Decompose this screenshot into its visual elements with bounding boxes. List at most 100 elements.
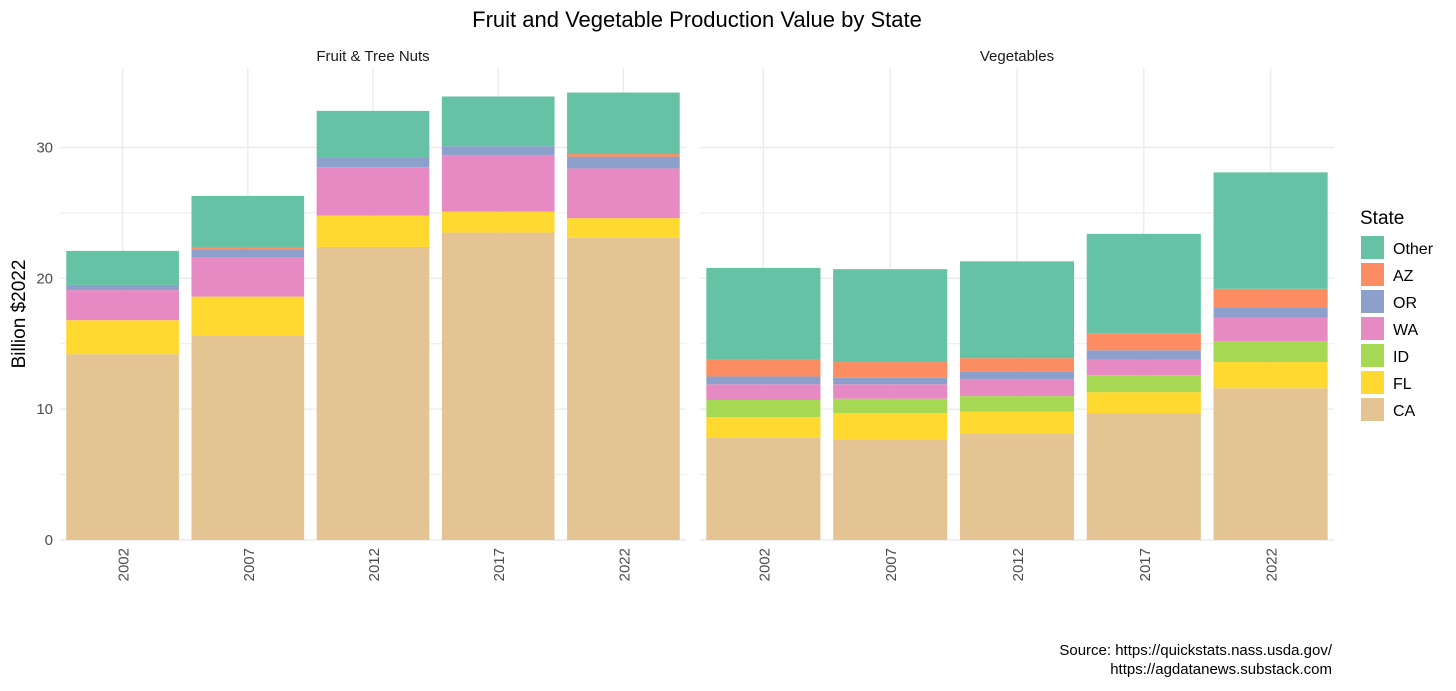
bar-vegetables-2022 <box>1213 172 1328 540</box>
bar-segment-other-2007 <box>191 195 305 247</box>
y-axis-label: Billion $2022 <box>9 260 30 369</box>
bar-segment-id-2012 <box>959 396 1075 412</box>
bar-vegetables-2017 <box>1086 233 1201 540</box>
x-tick-label: 2022 <box>1264 548 1281 581</box>
panel-title-fruit-tree-nuts: Fruit & Tree Nuts <box>316 48 429 65</box>
panel-vegetables: Vegetables 2002 2007 2012 2017 2022 <box>700 48 1334 581</box>
legend-item-other: Other <box>1361 236 1434 259</box>
bar-segment-or-2012 <box>316 157 430 168</box>
bar-segment-ca-2002 <box>706 437 821 540</box>
bar-segment-other-2002 <box>706 267 821 360</box>
bar-segment-or-2017 <box>441 146 555 156</box>
bar-segment-ca-2012 <box>959 434 1075 540</box>
legend-item-wa: WA <box>1361 317 1419 340</box>
bar-segment-ca-2017 <box>441 232 555 540</box>
bar-segment-other-2017 <box>1086 233 1201 334</box>
bar-segment-fl-2017 <box>1086 392 1201 414</box>
bar-segment-ca-2012 <box>316 246 430 540</box>
bar-segment-wa-2002 <box>66 290 179 321</box>
x-tick-label: 2012 <box>366 548 383 581</box>
bar-segment-other-2017 <box>441 96 555 147</box>
legend-item-ca: CA <box>1361 398 1416 421</box>
caption-url: https://agdatanews.substack.com <box>1110 661 1332 678</box>
legend-label-az: AZ <box>1393 268 1414 285</box>
bar-fruit-tree-nuts-2002 <box>66 250 179 540</box>
x-tick-label: 2002 <box>116 548 133 581</box>
bar-segment-ca-2017 <box>1086 413 1201 540</box>
bar-segment-fl-2007 <box>833 413 948 440</box>
panel-title-vegetables: Vegetables <box>980 48 1054 65</box>
caption-source: Source: https://quickstats.nass.usda.gov… <box>1059 642 1332 659</box>
bar-segment-az-2007 <box>191 246 305 250</box>
bar-segment-az-2007 <box>833 362 948 378</box>
legend-title: State <box>1360 208 1404 229</box>
bar-segment-ca-2022 <box>567 237 680 540</box>
legend-label-id: ID <box>1393 349 1409 366</box>
bar-segment-fl-2012 <box>316 215 430 247</box>
bar-segment-fl-2017 <box>441 211 555 233</box>
bar-segment-id-2017 <box>1086 375 1201 393</box>
bar-segment-other-2002 <box>66 250 179 285</box>
bar-fruit-tree-nuts-2012 <box>316 110 430 540</box>
legend-label-other: Other <box>1393 241 1434 258</box>
bar-segment-wa-2017 <box>441 155 555 212</box>
bar-segment-wa-2012 <box>316 167 430 216</box>
y-tick-label: 30 <box>36 140 53 157</box>
x-tick-label: 2007 <box>883 548 900 581</box>
facet-panels: Fruit & Tree Nuts 2002 2007 2012 2017 2022 0 10… <box>36 48 1334 581</box>
legend-label-fl: FL <box>1393 376 1412 393</box>
bar-segment-ca-2007 <box>833 439 948 540</box>
legend-item-az: AZ <box>1361 263 1414 286</box>
bar-segment-wa-2012 <box>959 379 1075 397</box>
bar-segment-ca-2002 <box>66 354 179 540</box>
legend-item-id: ID <box>1361 344 1409 367</box>
bar-segment-or-2007 <box>833 377 948 385</box>
x-tick-label: 2022 <box>616 548 633 581</box>
bar-segment-other-2012 <box>959 261 1075 359</box>
bar-segment-az-2022 <box>1213 288 1328 308</box>
bar-segment-other-2012 <box>316 110 430 158</box>
bar-segment-other-2022 <box>1213 172 1328 289</box>
legend-swatch-id <box>1361 344 1384 367</box>
bar-segment-ca-2007 <box>191 335 305 540</box>
bar-segment-az-2017 <box>1086 333 1201 351</box>
bar-fruit-tree-nuts-2022 <box>567 92 680 540</box>
legend-item-fl: FL <box>1361 371 1412 394</box>
legend-label-or: OR <box>1393 295 1417 312</box>
bar-segment-or-2002 <box>66 284 179 291</box>
y-tick-label: 0 <box>45 532 53 549</box>
bar-fruit-tree-nuts-2017 <box>441 96 555 540</box>
legend-swatch-other <box>1361 236 1384 259</box>
x-tick-label: 2017 <box>1137 548 1154 581</box>
legend-swatch-ca <box>1361 398 1384 421</box>
bar-segment-fl-2012 <box>959 411 1075 435</box>
bar-vegetables-2007 <box>833 269 948 540</box>
legend-swatch-az <box>1361 263 1384 286</box>
bar-segment-wa-2022 <box>567 168 680 219</box>
legend-swatch-fl <box>1361 371 1384 394</box>
bar-segment-wa-2017 <box>1086 359 1201 376</box>
legend-label-wa: WA <box>1393 322 1419 339</box>
bar-segment-or-2017 <box>1086 350 1201 360</box>
legend-label-ca: CA <box>1393 403 1416 420</box>
bar-segment-or-2012 <box>959 371 1075 380</box>
bar-segment-wa-2007 <box>191 257 305 297</box>
legend-item-or: OR <box>1361 290 1417 313</box>
bar-segment-or-2022 <box>1213 307 1328 318</box>
bar-segment-id-2022 <box>1213 341 1328 363</box>
bar-vegetables-2002 <box>706 267 821 540</box>
panel-fruit-tree-nuts: Fruit & Tree Nuts 2002 2007 2012 2017 2022 0 10… <box>36 48 686 581</box>
bar-segment-wa-2002 <box>706 384 821 401</box>
bar-vegetables-2012 <box>959 261 1075 540</box>
y-tick-label: 20 <box>36 270 53 287</box>
bar-segment-or-2022 <box>567 156 680 169</box>
legend-swatch-or <box>1361 290 1384 313</box>
bar-segment-wa-2007 <box>833 384 948 399</box>
bar-segment-fl-2002 <box>706 417 821 438</box>
bar-fruit-tree-nuts-2007 <box>191 195 305 540</box>
y-tick-label: 10 <box>36 401 53 418</box>
x-tick-label: 2012 <box>1010 548 1027 581</box>
bar-segment-or-2002 <box>706 376 821 385</box>
